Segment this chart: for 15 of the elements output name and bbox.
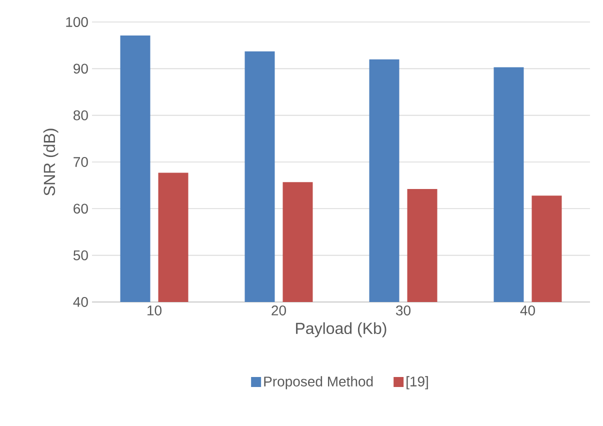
y-tick-label: 50	[73, 250, 88, 260]
x-tick-label: 10	[148, 306, 162, 316]
y-tick-label: 70	[74, 157, 88, 167]
y-tick-label: 100	[66, 17, 88, 27]
x-tick-label: 30	[396, 306, 410, 316]
x-tick-label: 40	[520, 306, 535, 316]
y-tick-label: 80	[74, 110, 88, 120]
y-tick-label: 90	[74, 64, 88, 74]
y-axis-title: SNR (dB)	[43, 128, 58, 196]
x-axis-title: Payload (Kb)	[296, 322, 386, 338]
y-tick-label: 40	[73, 297, 88, 307]
legend-label: [19]	[406, 376, 428, 390]
x-tick-label: 20	[272, 306, 286, 316]
y-tick-label: 60	[74, 204, 88, 214]
legend-label: Proposed Method	[264, 376, 373, 390]
